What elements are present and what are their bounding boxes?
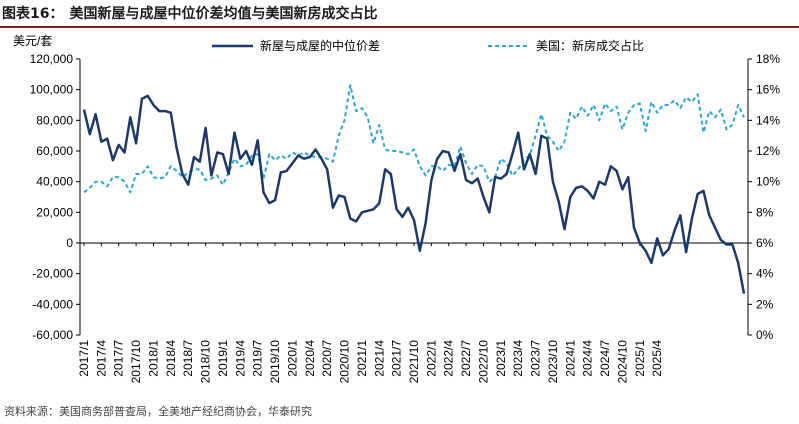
x-tick-label: 2018/7 — [181, 340, 195, 377]
x-tick-label: 2018/10 — [199, 340, 213, 384]
x-tick-label: 2022/7 — [459, 340, 473, 377]
left-tick-label: 60,000 — [36, 144, 73, 158]
x-tick-label: 2025/4 — [650, 340, 664, 377]
x-tick-label: 2017/4 — [94, 340, 108, 377]
x-tick-label: 2021/7 — [390, 340, 404, 377]
x-tick-label: 2019/4 — [233, 340, 247, 377]
x-tick-label: 2024/7 — [598, 340, 612, 377]
left-axis-unit: 美元/套 — [13, 34, 52, 48]
axes-layer: 120,000 100,000 80,000 60,000 40,000 20,000 0 -… — [30, 52, 781, 383]
x-tick-label: 2017/7 — [112, 340, 126, 377]
chart-title: 美国新屋与成屋中位价差均值与美国新房成交占比 — [69, 6, 378, 22]
x-tick-label: 2020/4 — [303, 340, 317, 377]
series-layer — [82, 84, 746, 294]
x-tick-label: 2021/1 — [355, 340, 369, 377]
figure-label: 图表16： — [2, 6, 64, 22]
title-rule — [0, 26, 799, 28]
right-tick-label: 14% — [756, 113, 780, 127]
x-tick-label: 2017/1 — [77, 340, 91, 377]
chart-area: 120,000 100,000 80,000 60,000 40,000 20,000 0 -… — [13, 34, 781, 383]
left-tick-label: 40,000 — [36, 175, 73, 189]
x-tick-label: 2020/7 — [320, 340, 334, 377]
x-tick-label: 2023/1 — [494, 340, 508, 377]
x-tick-label: 2020/10 — [338, 340, 352, 384]
x-tick-label: 2023/10 — [546, 340, 560, 384]
x-tick-label: 2024/4 — [581, 340, 595, 377]
right-tick-label: 12% — [756, 144, 780, 158]
series-line-price-gap — [82, 94, 746, 294]
right-tick-label: 10% — [756, 175, 780, 189]
x-tick-label: 2023/4 — [511, 340, 525, 377]
left-tick-label: 80,000 — [36, 113, 73, 127]
x-tick-label: 2021/10 — [407, 340, 421, 384]
x-tick-label: 2019/1 — [216, 340, 230, 377]
x-tick-label: 2025/1 — [633, 340, 647, 377]
right-tick-label: 4% — [756, 267, 774, 281]
legend-label-series1: 新屋与成屋的中位价差 — [260, 38, 380, 53]
left-tick-label: -60,000 — [32, 328, 73, 342]
right-tick-label: 6% — [756, 236, 774, 250]
left-tick-label: -20,000 — [32, 267, 73, 281]
right-tick-label: 0% — [756, 328, 774, 342]
x-tick-label: 2020/1 — [285, 340, 299, 377]
x-tick-label: 2019/10 — [268, 340, 282, 384]
left-tick-label: 20,000 — [36, 205, 73, 219]
right-tick-label: 16% — [756, 83, 780, 97]
left-tick-label: 0 — [66, 236, 73, 250]
x-tick-label: 2018/1 — [146, 340, 160, 377]
right-tick-label: 2% — [756, 297, 774, 311]
x-tick-label: 2022/4 — [442, 340, 456, 377]
x-tick-label: 2024/10 — [615, 340, 629, 384]
left-tick-label: 120,000 — [30, 52, 74, 66]
x-tick-label: 2023/7 — [529, 340, 543, 377]
x-tick-label: 2024/1 — [563, 340, 577, 377]
left-tick-label: -40,000 — [32, 297, 73, 311]
series-line-new-home-share — [83, 84, 745, 194]
left-tick-label: 100,000 — [30, 83, 74, 97]
x-tick-label: 2017/10 — [129, 340, 143, 384]
legend-label-series2: 美国：新房成交占比 — [536, 38, 644, 53]
x-tick-label: 2018/4 — [164, 340, 178, 377]
figure-title: 图表16： 美国新屋与成屋中位价差均值与美国新房成交占比 — [2, 3, 377, 23]
x-tick-label: 2021/4 — [372, 340, 386, 377]
right-tick-label: 18% — [756, 52, 780, 66]
x-tick-label: 2022/10 — [476, 340, 490, 384]
source-note: 资料来源：美国商务部普查局，全美地产经纪商协会，华泰研究 — [4, 405, 312, 418]
right-tick-label: 8% — [756, 205, 774, 219]
legend: 新屋与成屋的中位价差 美国：新房成交占比 — [212, 38, 644, 53]
x-tick-label: 2019/7 — [251, 340, 265, 377]
x-tick-label: 2022/1 — [424, 340, 438, 377]
